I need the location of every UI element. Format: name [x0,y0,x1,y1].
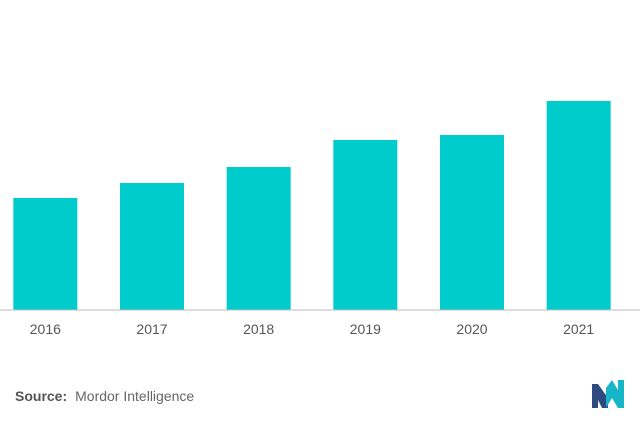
logo-left-shape [592,384,608,408]
mordor-intelligence-logo-icon [592,380,624,408]
source-label: Source: [15,388,68,404]
x-tick-label-2019: 2019 [350,321,381,337]
x-tick-label-2018: 2018 [243,321,274,337]
source-text: Mordor Intelligence [75,388,195,404]
bar-2016 [13,198,78,310]
x-tick-label-2016: 2016 [30,321,61,337]
bars-group [13,101,611,310]
bar-2021 [546,101,611,310]
bar-2020 [440,135,504,310]
x-tick-labels: 2016 2017 2018 2019 2020 2021 [30,321,595,337]
bar-2019 [333,140,398,310]
x-tick-label-2020: 2020 [456,321,487,337]
bar-2017 [120,183,184,310]
x-tick-label-2021: 2021 [563,321,594,337]
source-note: Source: Mordor Intelligence [15,388,194,404]
logo-right-shape [606,380,624,408]
bar-chart: 2016 2017 2018 2019 2020 2021 [0,101,640,337]
bar-2018 [226,167,291,310]
x-tick-label-2017: 2017 [136,321,167,337]
